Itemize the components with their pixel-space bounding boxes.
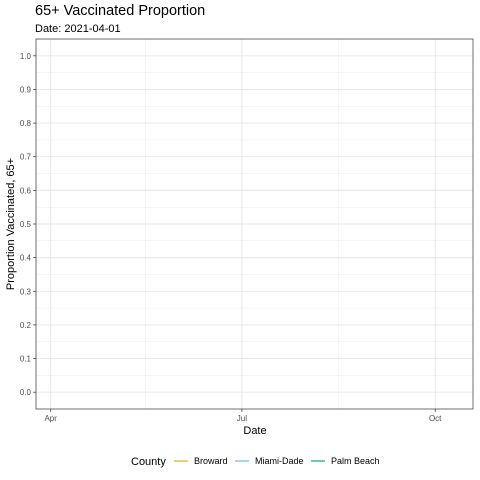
y-axis: 0.0 0.1 0.2 0.3 0.4 0.5 0.6 0.7 0.8 0.9 1.0 [20,52,36,397]
major-gridlines [36,39,473,409]
y-tick-label: 1.0 [20,52,32,61]
y-tick-label: 0.2 [20,321,32,330]
chart-title: 65+ Vaccinated Proportion [35,3,205,19]
y-tick-label: 0.9 [20,85,32,94]
legend-label: Miami-Dade [255,456,304,466]
x-axis-title: Date [243,425,266,437]
y-axis-title: Proportion Vaccinated, 65+ [5,158,17,290]
y-tick-label: 0.4 [20,254,32,263]
y-tick-label: 0.3 [20,287,32,296]
x-axis: Apr Jul Oct [44,409,442,423]
legend-label: Broward [194,456,228,466]
y-tick-label: 0.1 [20,355,32,364]
x-tick-label: Apr [44,414,57,423]
y-tick-label: 0.5 [20,220,32,229]
legend-title: County [131,456,166,468]
chart-subtitle: Date: 2021-04-01 [35,23,121,35]
x-tick-label: Oct [429,414,442,423]
legend-label: Palm Beach [331,456,380,466]
y-tick-label: 0.6 [20,186,32,195]
y-tick-label: 0.8 [20,119,32,128]
y-tick-label: 0.7 [20,153,32,162]
x-tick-label: Jul [237,414,247,423]
y-tick-label: 0.0 [20,388,32,397]
legend: County Broward Miami-Dade Palm Beach [131,456,380,468]
